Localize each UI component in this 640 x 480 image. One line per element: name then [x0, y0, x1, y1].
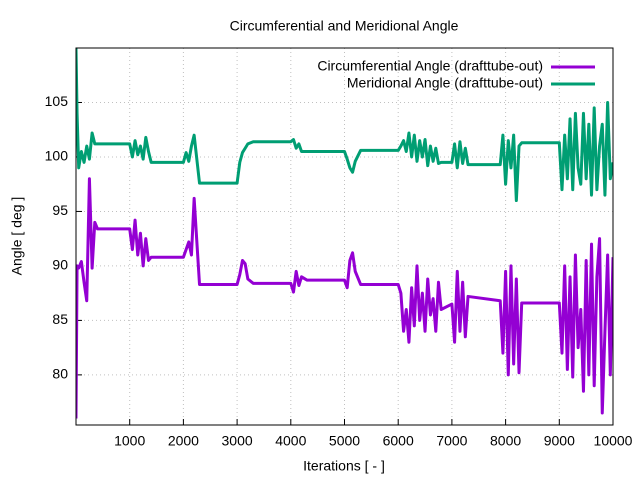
y-tick-label: 90 [52, 257, 68, 273]
chart-title: Circumferential and Meridional Angle [230, 18, 459, 34]
y-tick-label: 105 [45, 93, 69, 109]
y-tick-label: 95 [52, 202, 68, 218]
x-tick-label: 6000 [383, 433, 414, 449]
x-tick-label: 3000 [222, 433, 253, 449]
series-line [76, 177, 613, 419]
x-tick-label: 9000 [544, 433, 575, 449]
x-tick-label: 4000 [275, 433, 306, 449]
y-tick-label: 85 [52, 311, 68, 327]
x-tick-label: 2000 [168, 433, 199, 449]
x-tick-label: 5000 [329, 433, 360, 449]
x-tick-label: 1000 [114, 433, 145, 449]
y-tick-label: 80 [52, 366, 68, 382]
x-axis-label: Iterations [ - ] [303, 458, 385, 474]
series-line [76, 48, 613, 203]
x-tick-label: 10000 [594, 433, 633, 449]
legend-label: Meridional Angle (drafttube-out) [347, 75, 543, 91]
y-tick-label: 100 [45, 148, 69, 164]
plot-border [75, 47, 614, 426]
y-axis-label: Angle [ deg ] [9, 197, 25, 276]
legend-label: Circumferential Angle (drafttube-out) [317, 58, 543, 74]
x-tick-label: 8000 [490, 433, 521, 449]
x-tick-label: 7000 [436, 433, 467, 449]
